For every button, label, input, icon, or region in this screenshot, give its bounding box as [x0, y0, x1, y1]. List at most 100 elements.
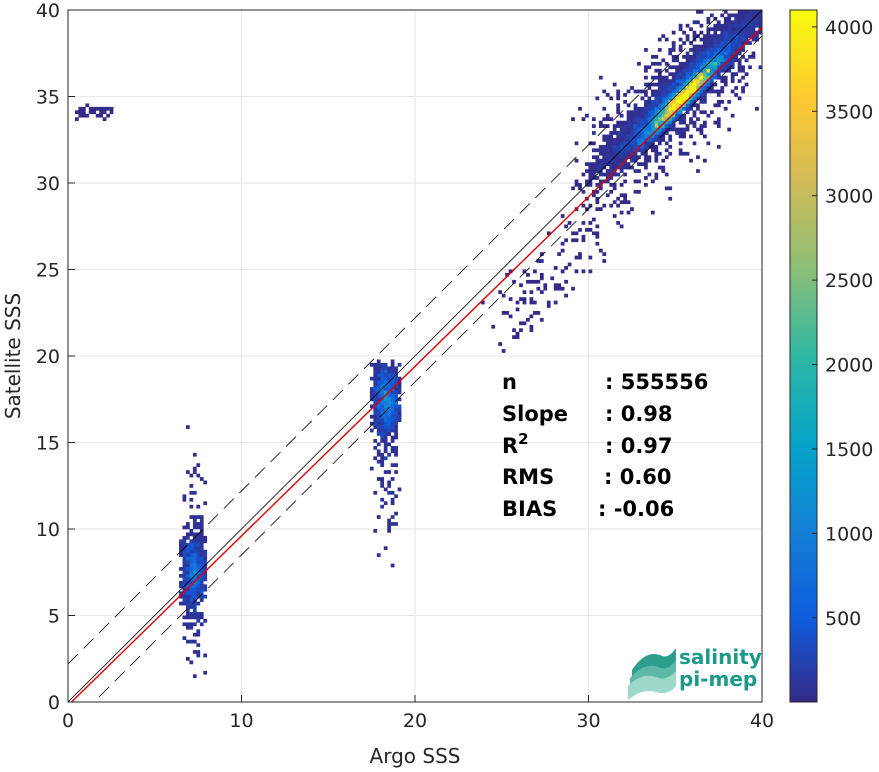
density-bin	[661, 103, 666, 108]
density-bin	[196, 567, 201, 571]
density-bin	[182, 560, 187, 564]
density-bin	[744, 30, 749, 35]
density-bin	[657, 138, 662, 142]
density-bin	[397, 404, 402, 409]
density-bin	[536, 311, 541, 315]
density-bin	[734, 72, 739, 77]
density-bin	[390, 359, 395, 364]
density-bin	[713, 103, 718, 108]
density-bin	[647, 124, 652, 128]
density-bin	[383, 442, 388, 447]
density-bin	[383, 397, 388, 402]
density-bin	[380, 463, 385, 468]
density-bin	[654, 99, 659, 104]
density-bin	[605, 113, 610, 118]
density-bin	[644, 106, 648, 111]
density-bin	[373, 421, 378, 426]
density-bin	[397, 418, 402, 423]
density-bin	[199, 598, 204, 602]
density-bin	[633, 124, 638, 128]
density-bin	[182, 535, 187, 540]
density-bin	[654, 124, 659, 128]
density-bin	[647, 110, 652, 115]
density-bin	[703, 93, 707, 97]
density-bin	[612, 138, 617, 142]
density-bin	[668, 93, 673, 97]
density-bin	[633, 155, 638, 160]
density-bin	[626, 134, 631, 139]
density-bin	[644, 89, 648, 94]
density-bin	[682, 106, 686, 111]
density-bin	[661, 113, 666, 118]
density-bin	[529, 328, 534, 333]
density-bin	[664, 79, 669, 83]
density-bin	[668, 127, 673, 132]
density-bin	[595, 183, 600, 187]
density-bin	[640, 134, 645, 139]
density-bin	[723, 82, 728, 87]
density-bin	[751, 13, 756, 18]
density-bin	[630, 155, 634, 160]
density-bin	[546, 300, 551, 305]
density-bin	[373, 390, 378, 395]
density-bin	[675, 117, 680, 122]
density-bin	[727, 99, 732, 104]
density-bin	[529, 324, 534, 329]
density-bin	[526, 317, 530, 322]
density-bin	[657, 86, 662, 90]
density-bin	[616, 155, 621, 160]
density-bin	[626, 151, 631, 156]
density-bin	[532, 300, 537, 305]
density-bin	[199, 518, 204, 523]
density-bin	[630, 207, 634, 211]
density-bin	[723, 65, 728, 70]
density-bin	[727, 23, 732, 28]
density-bin	[703, 54, 707, 59]
colorbar-tick-label-4: 2500	[825, 270, 873, 292]
density-bin	[720, 41, 725, 45]
density-bin	[182, 615, 187, 620]
density-bin	[713, 51, 718, 56]
density-bin	[741, 20, 745, 25]
density-bin	[498, 342, 503, 346]
density-bin	[633, 179, 638, 184]
density-bin	[706, 16, 711, 21]
density-bin	[196, 591, 201, 596]
density-bin	[657, 103, 662, 108]
density-bin	[182, 549, 187, 554]
density-bin	[383, 435, 388, 440]
y-tick-label-6: 30	[36, 173, 60, 195]
density-bin	[737, 96, 742, 101]
density-bin	[373, 445, 378, 450]
density-bin	[633, 141, 638, 146]
density-bin	[591, 162, 596, 166]
density-bin	[189, 484, 194, 488]
density-bin	[675, 72, 680, 77]
density-bin	[383, 546, 388, 551]
density-bin	[675, 65, 680, 70]
density-bin	[199, 570, 204, 575]
density-bin	[647, 86, 652, 90]
density-bin	[720, 68, 725, 73]
density-bin	[734, 37, 739, 42]
density-bin	[394, 421, 398, 426]
density-bin	[650, 131, 655, 135]
density-bin	[595, 96, 600, 101]
density-bin	[609, 162, 614, 166]
density-bin	[664, 120, 669, 125]
density-bin	[630, 127, 634, 132]
stat-value-0: : 555556	[605, 370, 708, 394]
density-bin	[616, 203, 621, 208]
density-bin	[612, 162, 617, 166]
density-bin	[623, 127, 627, 132]
density-bin	[713, 23, 718, 28]
density-bin	[480, 300, 485, 305]
y-tick-label-8: 40	[36, 0, 60, 22]
density-bin	[397, 376, 402, 381]
density-bin	[619, 141, 624, 146]
density-bin	[758, 30, 762, 35]
density-bin	[664, 86, 669, 90]
density-bin	[192, 608, 197, 613]
density-bin	[671, 82, 676, 87]
density-bin	[192, 632, 197, 637]
